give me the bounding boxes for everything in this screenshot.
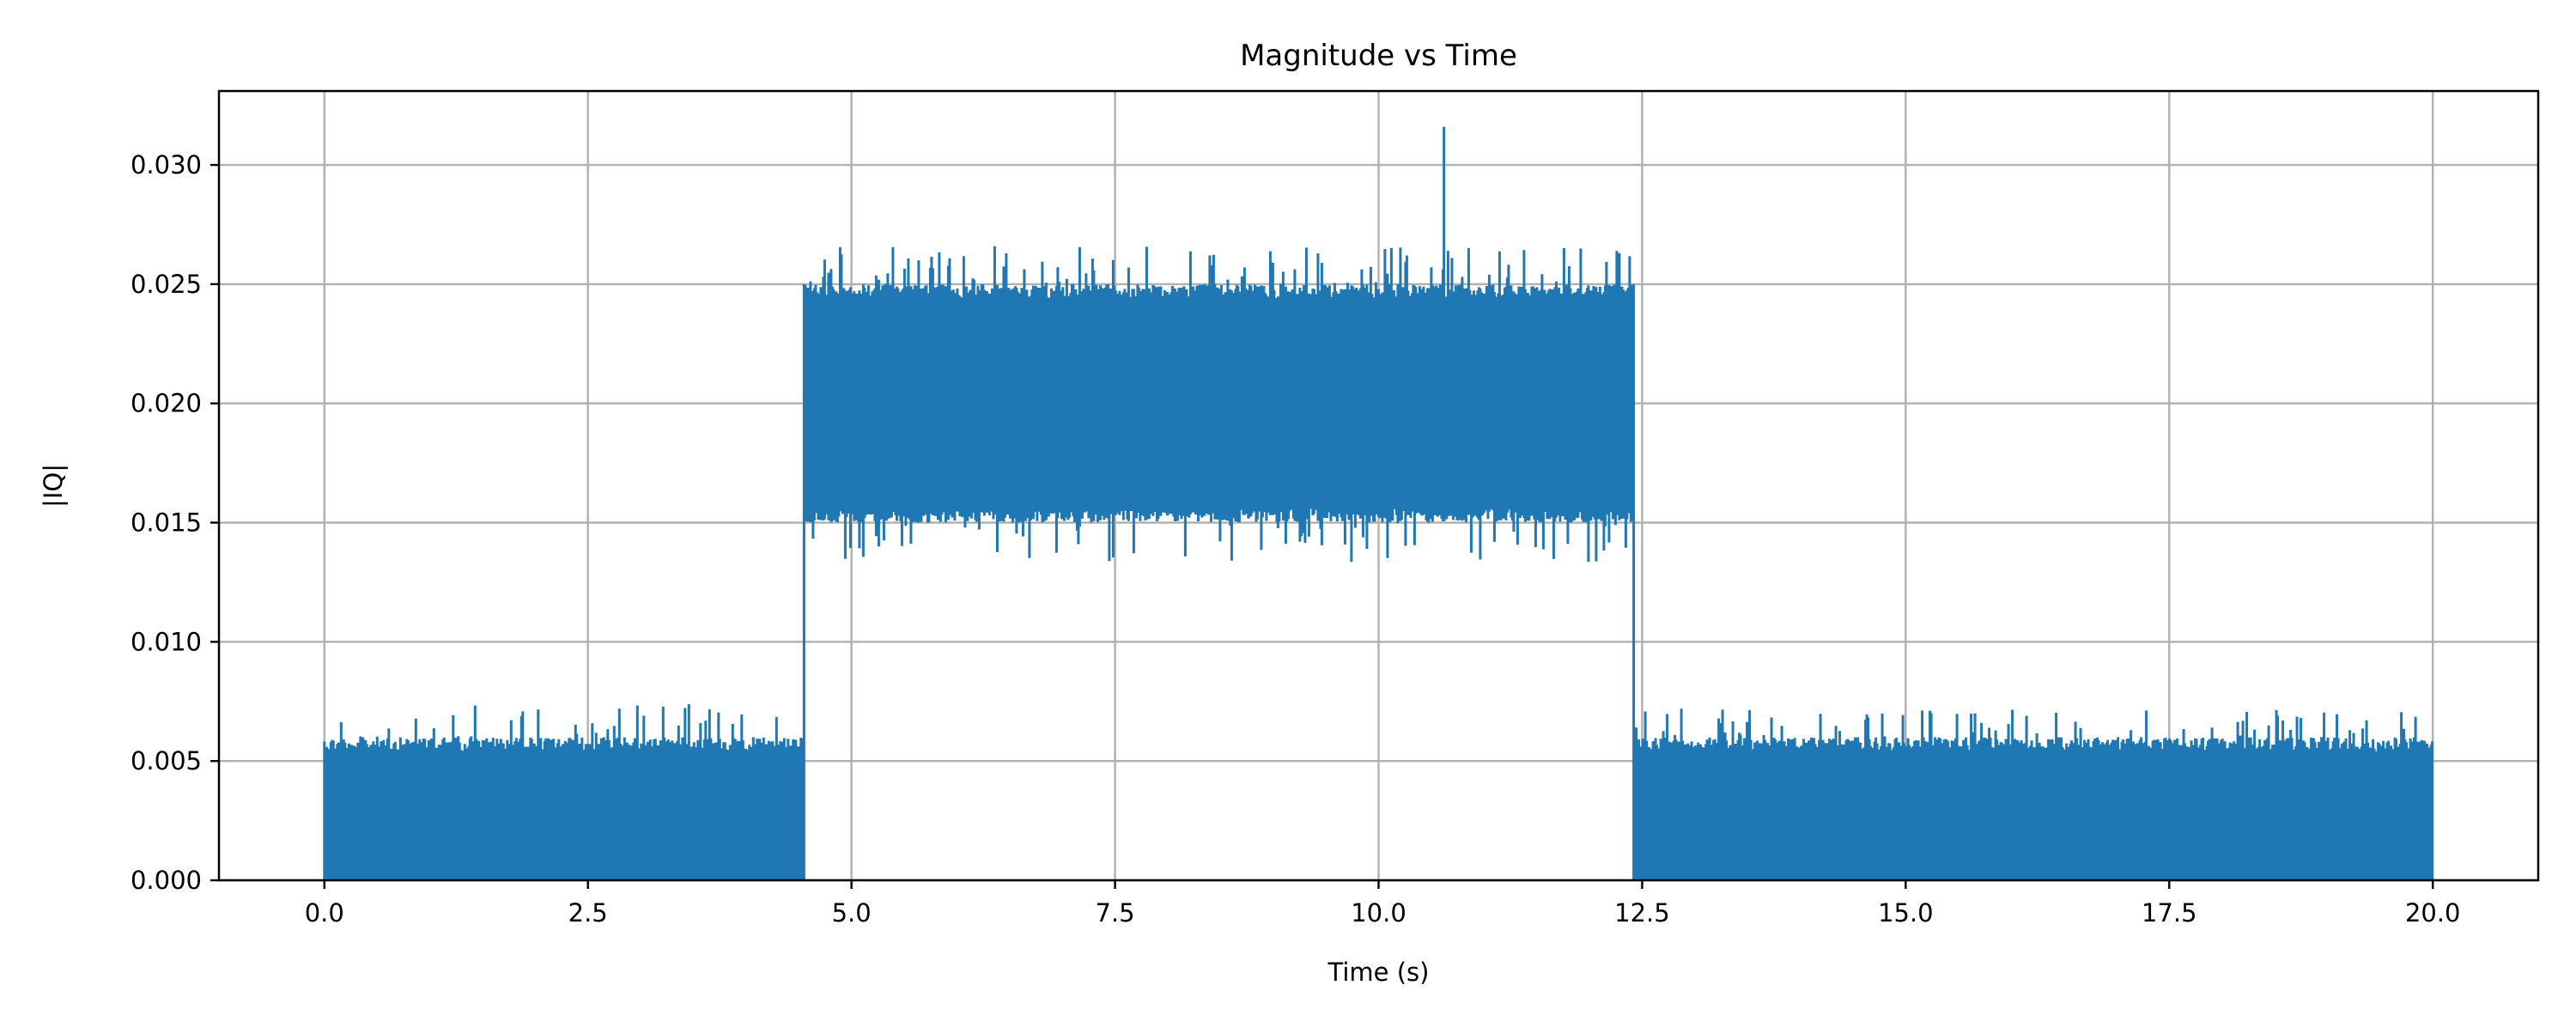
x-tick-label: 2.5	[568, 898, 608, 928]
x-tick-label: 5.0	[832, 898, 872, 928]
y-tick-label: 0.020	[131, 389, 202, 418]
chart-title: Magnitude vs Time	[1240, 39, 1517, 73]
y-tick-label: 0.025	[131, 270, 202, 299]
x-axis-label: Time (s)	[1327, 958, 1430, 987]
ticks: 0.0 2.5 5.0 7.5 10.0 12.5 15.0 17.5 20.0 0.000 0.0…	[131, 150, 2461, 928]
x-tick-label: 15.0	[1878, 898, 1934, 928]
y-tick-label: 0.010	[131, 627, 202, 656]
signal-line	[323, 126, 2434, 880]
y-axis-label: |IQ|	[39, 464, 68, 508]
y-tick-label: 0.005	[131, 746, 202, 776]
x-tick-label: 0.0	[305, 898, 344, 928]
series-iq-magnitude	[323, 126, 2434, 880]
x-tick-label: 20.0	[2405, 898, 2461, 928]
x-tick-label: 10.0	[1351, 898, 1406, 928]
x-tick-label: 17.5	[2142, 898, 2197, 928]
y-tick-label: 0.030	[131, 150, 202, 179]
x-tick-label: 12.5	[1614, 898, 1670, 928]
y-tick-label: 0.000	[131, 866, 202, 895]
x-tick-label: 7.5	[1096, 898, 1135, 928]
y-tick-label: 0.015	[131, 508, 202, 538]
